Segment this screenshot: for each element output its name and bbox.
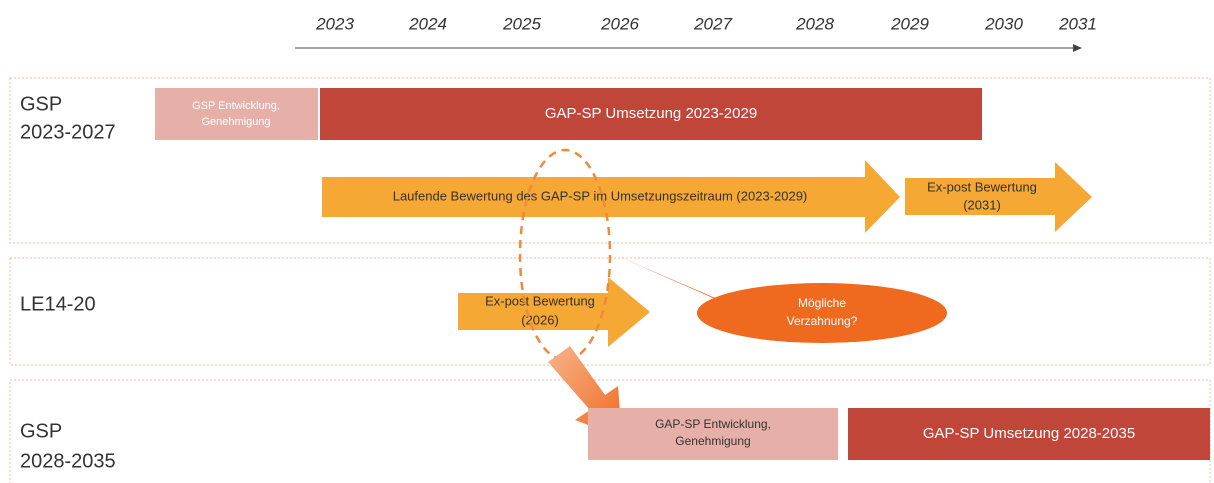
row-label: LE14-20 [20, 293, 96, 315]
row-label: 2023-2027 [20, 121, 116, 143]
phase-box [588, 408, 838, 460]
arrow-text: Ex-post Bewertung [485, 293, 595, 308]
year-label: 2024 [408, 14, 447, 33]
phase-text: GAP-SP Umsetzung 2023-2029 [545, 105, 757, 122]
year-label: 2030 [984, 14, 1023, 33]
callout-tail [615, 255, 745, 312]
axis-arrowhead [1073, 44, 1082, 52]
callout [697, 283, 947, 343]
year-label: 2023 [315, 14, 354, 33]
year-label: 2025 [502, 14, 541, 33]
row-label: GSP [20, 420, 62, 442]
arrow-text: Laufende Bewertung des GAP-SP im Umsetzu… [393, 188, 808, 203]
arrow [322, 160, 900, 233]
row-label: 2028-2035 [20, 450, 116, 472]
year-label: 2029 [890, 14, 929, 33]
callout-text: Verzahnung? [787, 314, 858, 328]
year-label: 2027 [693, 14, 732, 33]
row-frame [9, 379, 1211, 483]
arrow-text: Ex-post Bewertung [927, 179, 1037, 194]
callout-text: Mögliche [798, 296, 846, 310]
year-label: 2031 [1058, 14, 1097, 33]
dashed-highlight [518, 148, 612, 362]
arrow [458, 277, 650, 347]
phase-box [320, 88, 982, 140]
phase-box [155, 88, 318, 140]
phase-text: Genehmigung [201, 116, 270, 128]
phase-text: Genehmigung [675, 434, 750, 448]
phase-text: GAP-SP Umsetzung 2028-2035 [923, 425, 1135, 442]
year-label: 2028 [795, 14, 834, 33]
arrow-text: (2031) [963, 197, 1001, 212]
arrow [905, 162, 1092, 232]
phase-text: GAP-SP Entwicklung, [655, 417, 771, 431]
phase-text: GSP Entwicklung, [192, 100, 280, 112]
year-label: 2026 [600, 14, 639, 33]
phase-box [848, 408, 1210, 460]
row-label: GSP [20, 93, 62, 115]
